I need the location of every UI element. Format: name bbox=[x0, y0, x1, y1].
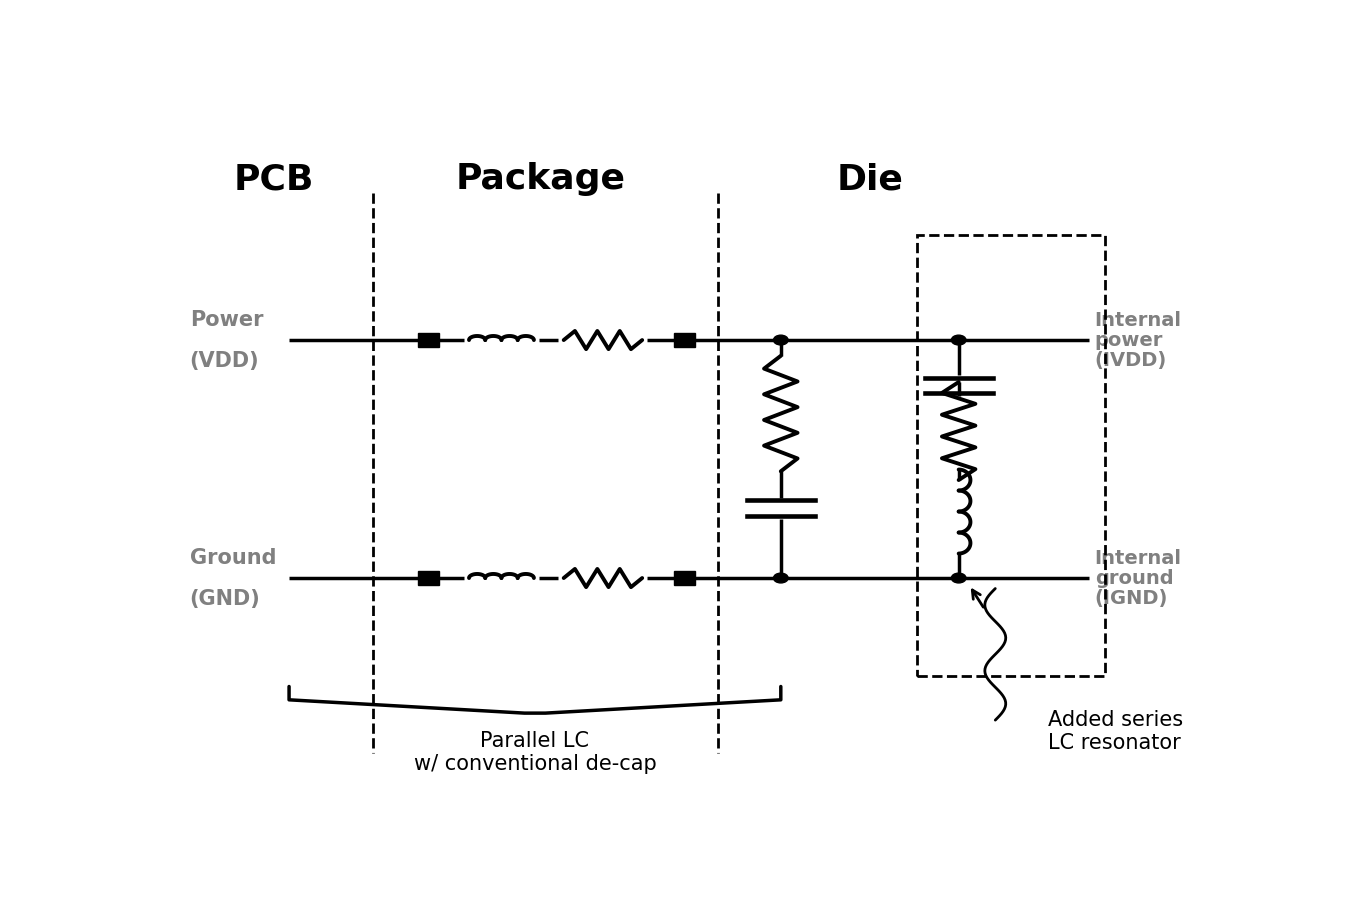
Text: power: power bbox=[1095, 331, 1164, 350]
Bar bbox=[674, 571, 695, 585]
Text: PCB: PCB bbox=[234, 162, 313, 196]
Circle shape bbox=[952, 574, 967, 583]
Text: ground: ground bbox=[1095, 568, 1173, 587]
Text: Added series
LC resonator: Added series LC resonator bbox=[1048, 710, 1183, 753]
Text: Internal: Internal bbox=[1095, 548, 1181, 567]
Text: Die: Die bbox=[836, 162, 903, 196]
Text: Internal: Internal bbox=[1095, 311, 1181, 330]
Text: (IVDD): (IVDD) bbox=[1095, 351, 1166, 370]
Bar bbox=[417, 333, 439, 347]
Bar bbox=[417, 571, 439, 585]
Text: Package: Package bbox=[455, 162, 625, 196]
Circle shape bbox=[774, 335, 788, 345]
Text: Ground: Ground bbox=[189, 547, 277, 567]
Text: (GND): (GND) bbox=[189, 588, 261, 608]
Bar bbox=[917, 235, 1106, 676]
Circle shape bbox=[774, 574, 788, 583]
Text: (IGND): (IGND) bbox=[1095, 588, 1168, 607]
Text: Power: Power bbox=[189, 310, 263, 330]
Circle shape bbox=[952, 335, 967, 345]
Text: (VDD): (VDD) bbox=[189, 351, 259, 371]
Bar bbox=[674, 333, 695, 347]
Text: Parallel LC
w/ conventional de-cap: Parallel LC w/ conventional de-cap bbox=[413, 731, 656, 774]
